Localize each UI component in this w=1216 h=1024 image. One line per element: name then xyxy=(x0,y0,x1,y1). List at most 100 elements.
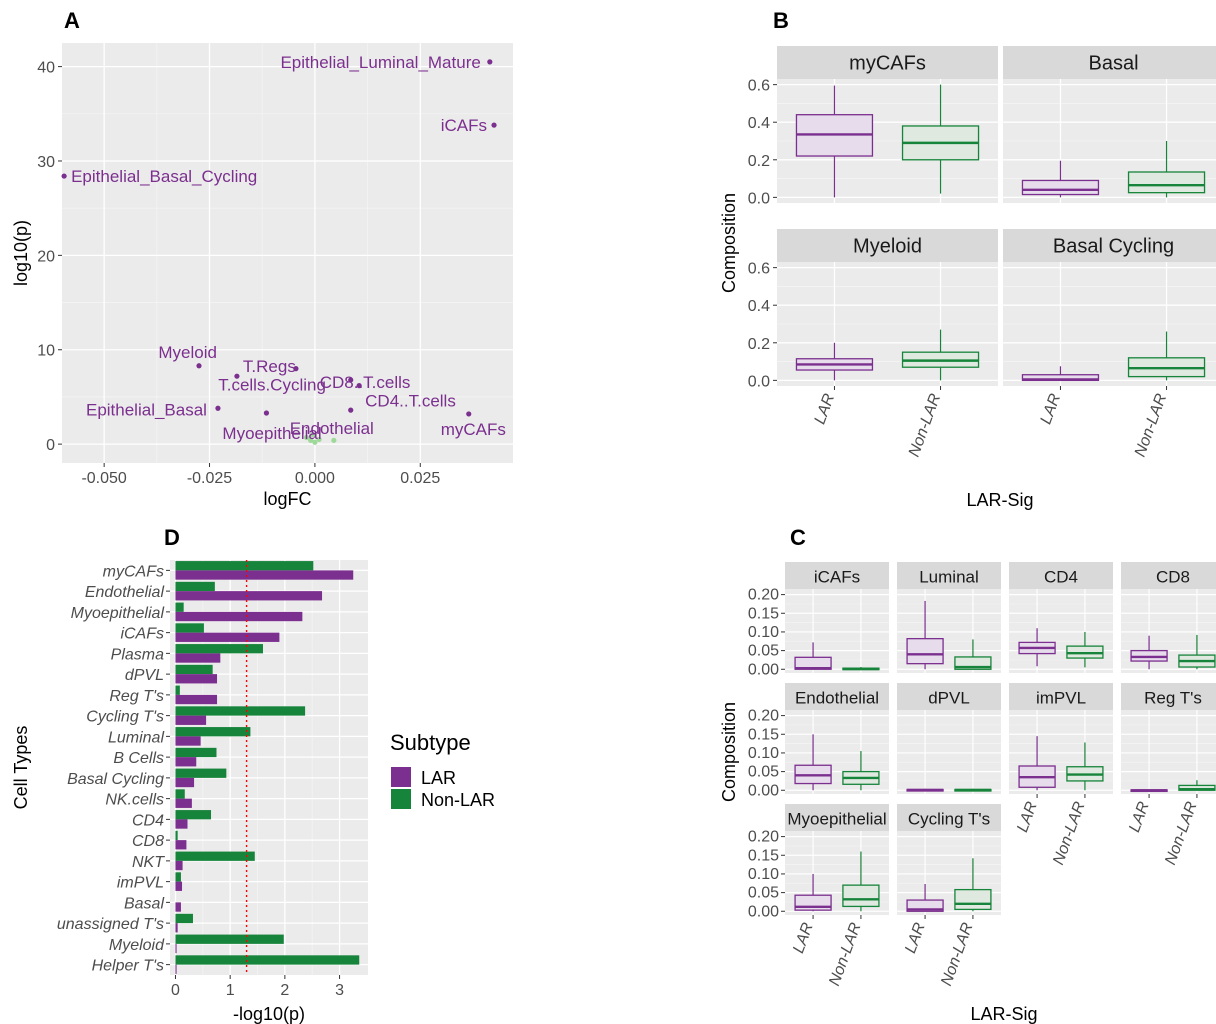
facet-background xyxy=(897,710,1001,794)
panel-a-background xyxy=(62,43,513,463)
x-tick-label: Non-LAR xyxy=(1162,799,1201,867)
significant-point xyxy=(234,373,240,379)
facet-title: Myeloid xyxy=(853,236,922,258)
panel-d-label: D xyxy=(164,525,180,550)
category-label: Endothelial xyxy=(85,584,165,601)
bar-non-lar xyxy=(175,830,178,841)
bar-lar xyxy=(175,653,221,663)
panel-b-boxplots: myCAFs 0.0 0.2 0.4 0.6 Basal Myeloid 0.0 0.2 0.4 0… xyxy=(719,46,1216,510)
y-tick-label: 0.15 xyxy=(748,726,779,743)
y-axis-title: Cell Types xyxy=(11,726,31,810)
bar-lar xyxy=(175,881,183,891)
bar-lar xyxy=(175,777,195,788)
y-axis-title: Composition xyxy=(719,193,739,293)
nonsignificant-point xyxy=(331,437,337,443)
significant-point xyxy=(491,122,497,128)
significant-point xyxy=(293,366,299,372)
x-axis-title: LAR-Sig xyxy=(970,1004,1037,1024)
y-axis-title: Composition xyxy=(719,702,739,802)
category-label: dPVL xyxy=(125,667,164,684)
category-label: iCAFs xyxy=(120,626,164,643)
y-tick-label: 0.0 xyxy=(748,373,770,390)
facet-title: CD4 xyxy=(1044,568,1078,587)
category-label: myCAFs xyxy=(103,563,164,580)
y-tick-label: 0.05 xyxy=(748,643,779,660)
point-label: Myoepithelial xyxy=(222,424,321,443)
x-tick-label: 0.025 xyxy=(400,470,440,487)
panel-c-label: C xyxy=(790,525,806,550)
box xyxy=(1021,179,1100,196)
category-label: Myeloid xyxy=(109,937,165,954)
x-tick-label: Non-LAR xyxy=(906,391,945,459)
y-tick-label: 0.0 xyxy=(748,190,770,207)
facet-title: Luminal xyxy=(919,568,979,587)
x-axis-title: logFC xyxy=(263,489,311,509)
bar-non-lar xyxy=(175,581,215,592)
y-tick-label: 0.00 xyxy=(748,903,779,920)
box xyxy=(842,884,880,908)
legend-swatch-lar xyxy=(391,767,411,787)
y-tick-label: 0.4 xyxy=(748,298,770,315)
facet-strip xyxy=(1003,229,1216,262)
bar-lar xyxy=(175,694,218,705)
y-tick-label: 0.4 xyxy=(748,115,770,132)
category-label: unassigned T's xyxy=(57,916,164,933)
point-label: Myeloid xyxy=(158,343,217,362)
x-tick-label: 0 xyxy=(171,982,180,999)
bar-lar xyxy=(175,757,197,767)
facet-title: Cycling T's xyxy=(908,810,990,829)
panel-d-background xyxy=(170,560,368,975)
bar-non-lar xyxy=(175,664,213,675)
x-tick-label: Non-LAR xyxy=(1050,799,1089,867)
x-axis-title: LAR-Sig xyxy=(966,490,1033,510)
facet-strip xyxy=(785,562,889,589)
bar-lar xyxy=(175,964,177,974)
y-tick-label: 0.15 xyxy=(748,847,779,864)
bar-lar xyxy=(175,943,177,954)
x-tick-label: -0.025 xyxy=(187,470,232,487)
category-label: Basal xyxy=(124,895,164,912)
y-tick-label: 0.05 xyxy=(748,764,779,781)
facet-strip xyxy=(1121,562,1216,589)
y-tick-label: 0 xyxy=(46,437,55,454)
facet-strip xyxy=(897,683,1001,710)
category-label: Reg T's xyxy=(109,688,164,705)
nonsignificant-point xyxy=(303,434,310,441)
facet-strip xyxy=(777,229,998,262)
category-label: NK.cells xyxy=(105,792,164,809)
category-label: Basal Cycling xyxy=(67,771,164,788)
bar-non-lar xyxy=(175,644,263,654)
bar-non-lar xyxy=(175,851,255,861)
x-tick-label: LAR xyxy=(1038,391,1065,426)
y-tick-label: 0.6 xyxy=(748,261,770,278)
point-label: CD4..T.cells xyxy=(365,392,456,411)
bar-lar xyxy=(175,840,187,850)
bar-non-lar xyxy=(175,623,204,633)
facet-strip xyxy=(1009,562,1113,589)
panel-d-bar-chart: 0 1 2 3 myCAFs Endothelial Myoepithelial iCAFs P… xyxy=(11,560,495,1024)
significant-point xyxy=(348,377,354,383)
y-tick-label: 10 xyxy=(37,343,55,360)
bar-non-lar xyxy=(175,934,284,944)
bar-non-lar xyxy=(175,561,314,571)
y-tick-label: 0.15 xyxy=(748,605,779,622)
bar-lar xyxy=(175,819,188,829)
facet-title: Endothelial xyxy=(795,689,879,708)
bar-lar xyxy=(175,632,280,642)
significant-point xyxy=(215,405,221,411)
bar-non-lar xyxy=(175,789,185,799)
point-label: Epithelial_Luminal_Mature xyxy=(280,53,480,72)
y-tick-label: 0.2 xyxy=(748,153,770,170)
y-tick-label: 0.20 xyxy=(748,708,779,725)
point-label: iCAFs xyxy=(441,116,487,135)
bar-non-lar xyxy=(175,747,217,758)
y-tick-label: 0.6 xyxy=(748,78,770,95)
bar-non-lar xyxy=(175,872,181,882)
y-tick-label: 20 xyxy=(37,248,55,265)
facet-title: myCAFs xyxy=(849,53,926,75)
point-label: myCAFs xyxy=(441,420,506,439)
legend-swatch-non-lar xyxy=(391,789,411,809)
bar-lar xyxy=(175,736,201,746)
